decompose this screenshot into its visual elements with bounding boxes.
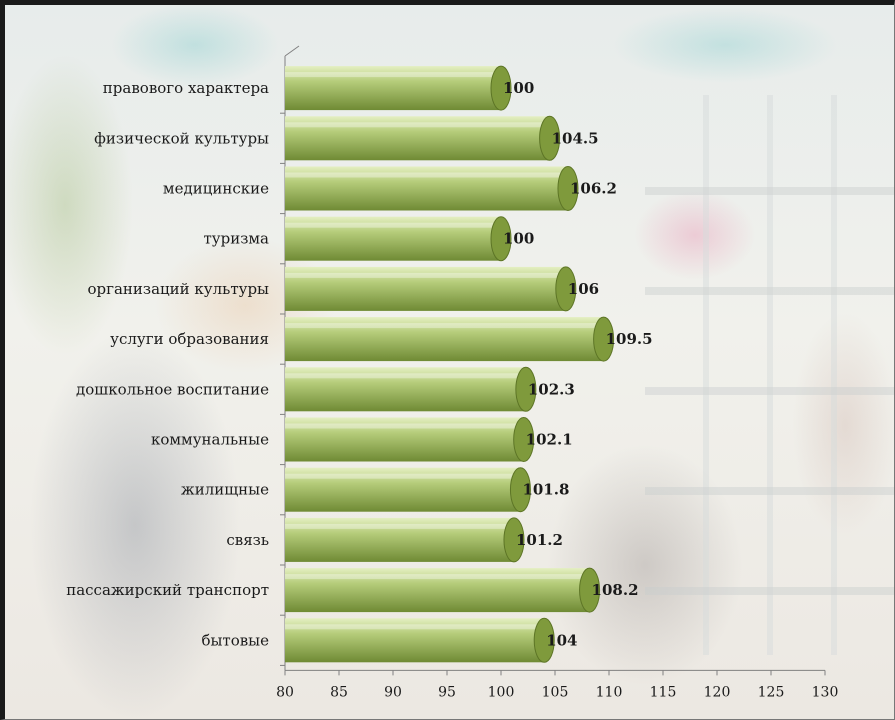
x-tick-label: 105 xyxy=(542,684,569,700)
x-tick-label: 130 xyxy=(812,684,839,700)
value-label: 100 xyxy=(503,230,534,248)
category-label: связь xyxy=(226,531,269,549)
x-tick-label: 115 xyxy=(650,684,677,700)
category-label: правового характера xyxy=(103,79,269,97)
x-tick-label: 95 xyxy=(438,684,456,700)
bar-chart: 80 85 90 95 100 105 110 115 120 125 130 правового … xyxy=(66,45,839,700)
category-label: медицинские xyxy=(163,180,269,198)
labels-layer: правового характера 100 физической культур… xyxy=(66,79,652,649)
bar xyxy=(285,216,501,261)
category-label: коммунальные xyxy=(151,431,269,449)
category-label: организаций культуры xyxy=(87,280,269,298)
bar-cap xyxy=(509,467,531,513)
x-tick-label: 90 xyxy=(384,684,402,700)
category-label: туризма xyxy=(203,230,269,248)
bar-cap xyxy=(539,115,561,161)
x-tick-label: 85 xyxy=(330,684,348,700)
value-label: 106.2 xyxy=(570,180,617,198)
bar-cap xyxy=(513,417,535,462)
bar-highlight xyxy=(285,423,524,429)
bar-cap xyxy=(593,316,615,362)
value-label: 108.2 xyxy=(592,581,639,599)
bar-cap xyxy=(503,517,525,563)
bar-highlight xyxy=(285,222,501,228)
bar-highlight xyxy=(285,72,501,78)
bar xyxy=(285,317,604,362)
value-label: 100 xyxy=(503,79,534,97)
bar-highlight xyxy=(285,272,566,278)
bar xyxy=(285,517,514,562)
bar-highlight xyxy=(285,323,604,329)
bars-layer xyxy=(285,65,615,663)
value-label: 102.1 xyxy=(526,431,573,449)
bar-highlight xyxy=(285,523,514,529)
x-tick-label: 120 xyxy=(704,684,731,700)
category-label: жилищные xyxy=(181,481,269,499)
bar-cap xyxy=(555,266,577,312)
category-label: дошкольное воспитание xyxy=(76,380,269,398)
bar-cap xyxy=(490,65,512,111)
bar-highlight xyxy=(285,122,550,128)
value-label: 109.5 xyxy=(606,330,653,348)
bar-cap xyxy=(533,617,555,663)
category-label: услуги образования xyxy=(110,330,269,348)
value-label: 104 xyxy=(546,631,577,649)
x-tick-label: 80 xyxy=(276,684,294,700)
background-shelves xyxy=(645,95,894,655)
axis-layer: 80 85 90 95 100 105 110 115 120 125 130 xyxy=(276,45,839,700)
bar xyxy=(285,618,545,663)
bar xyxy=(285,116,550,161)
bar xyxy=(285,467,521,512)
bar-highlight xyxy=(285,473,521,479)
bar-cap xyxy=(490,216,512,262)
x-tick-label: 100 xyxy=(488,684,515,700)
bar xyxy=(285,66,501,111)
y-axis-depth-line xyxy=(284,45,300,57)
bar-cap xyxy=(579,567,601,613)
bar xyxy=(285,266,566,311)
bar-highlight xyxy=(285,624,545,630)
value-label: 106 xyxy=(568,280,599,298)
bar xyxy=(285,166,568,211)
bar xyxy=(285,417,524,462)
x-tick-label: 110 xyxy=(596,684,623,700)
value-label: 102.3 xyxy=(528,380,575,398)
category-label: физической культуры xyxy=(94,129,269,147)
category-label: пассажирский транспорт xyxy=(66,581,269,599)
bar-cap xyxy=(515,366,537,412)
value-label: 101.2 xyxy=(516,531,563,549)
category-label: бытовые xyxy=(201,631,269,649)
value-label: 101.8 xyxy=(522,481,569,499)
x-tick-label: 125 xyxy=(758,684,785,700)
bar xyxy=(285,568,590,613)
bar-highlight xyxy=(285,373,526,379)
bar-cap xyxy=(557,166,579,211)
value-label: 104.5 xyxy=(552,129,599,147)
bar-highlight xyxy=(285,574,590,580)
bar xyxy=(285,367,526,412)
bar-highlight xyxy=(285,172,568,178)
